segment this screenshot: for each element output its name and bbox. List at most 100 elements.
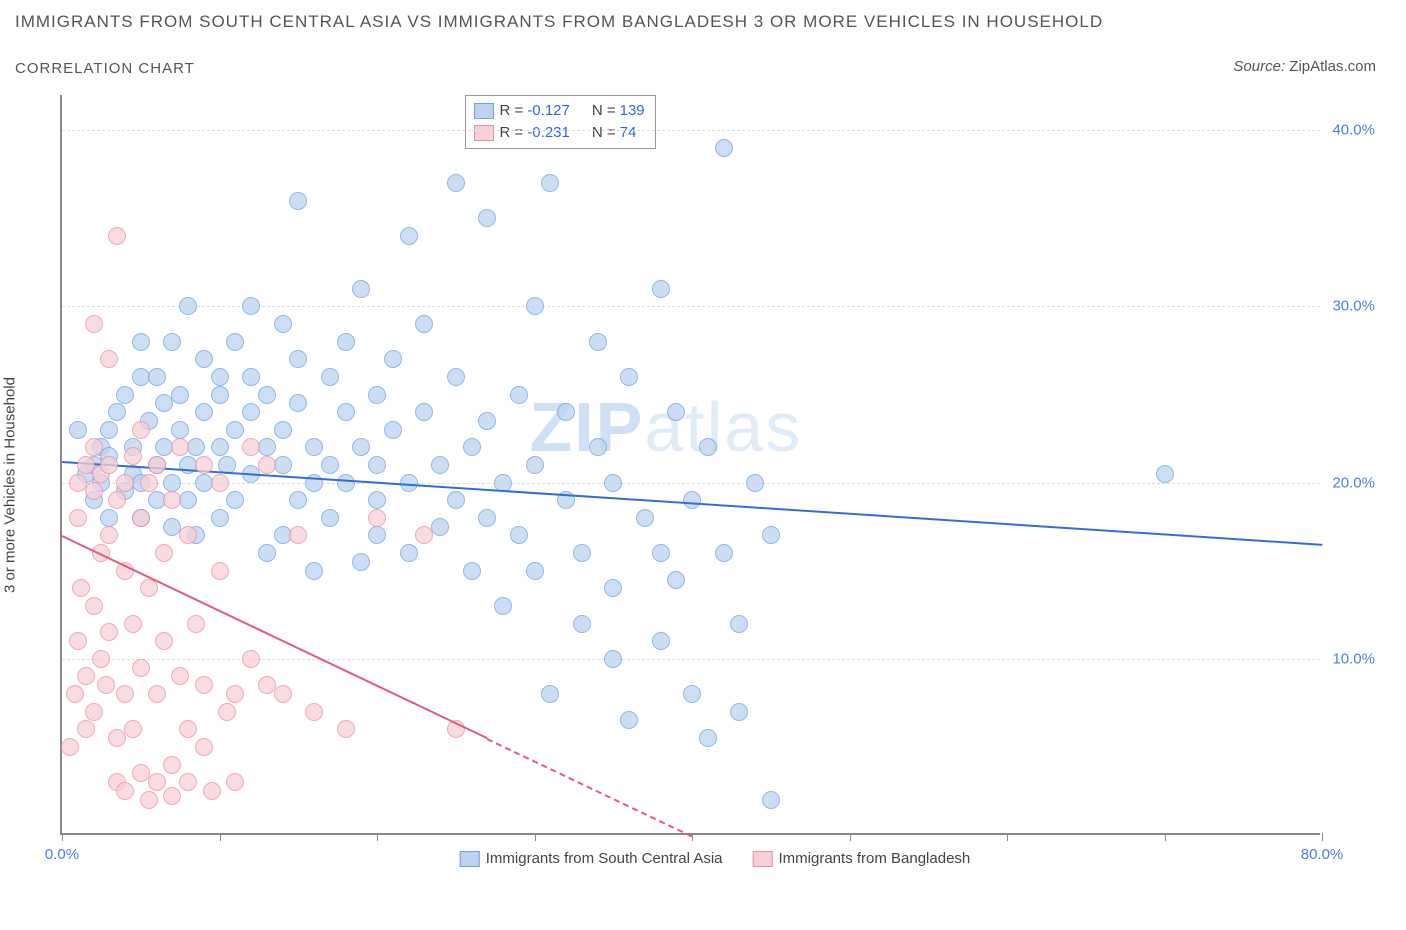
data-point bbox=[242, 438, 260, 456]
data-point bbox=[415, 315, 433, 333]
data-point bbox=[699, 729, 717, 747]
data-point bbox=[195, 456, 213, 474]
data-point bbox=[321, 368, 339, 386]
legend-swatch bbox=[460, 851, 480, 867]
data-point bbox=[132, 421, 150, 439]
trend-line bbox=[487, 738, 693, 837]
data-point bbox=[274, 456, 292, 474]
data-point bbox=[589, 333, 607, 351]
data-point bbox=[211, 438, 229, 456]
source-name: ZipAtlas.com bbox=[1289, 58, 1376, 75]
data-point bbox=[226, 773, 244, 791]
data-point bbox=[69, 421, 87, 439]
x-tick bbox=[62, 833, 63, 841]
data-point bbox=[384, 350, 402, 368]
data-point bbox=[431, 518, 449, 536]
data-point bbox=[447, 368, 465, 386]
data-point bbox=[683, 491, 701, 509]
data-point bbox=[179, 297, 197, 315]
data-point bbox=[92, 650, 110, 668]
trend-line bbox=[62, 461, 1322, 546]
data-point bbox=[242, 368, 260, 386]
legend-N-label: N = bbox=[592, 122, 616, 144]
x-tick-label: 0.0% bbox=[45, 846, 79, 863]
data-point bbox=[61, 738, 79, 756]
data-point bbox=[321, 456, 339, 474]
data-point bbox=[100, 509, 118, 527]
data-point bbox=[667, 403, 685, 421]
data-point bbox=[211, 474, 229, 492]
data-point bbox=[171, 386, 189, 404]
data-point bbox=[730, 615, 748, 633]
data-point bbox=[541, 174, 559, 192]
watermark-bold: ZIP bbox=[529, 388, 644, 466]
data-point bbox=[187, 438, 205, 456]
data-point bbox=[140, 791, 158, 809]
data-point bbox=[163, 333, 181, 351]
data-point bbox=[132, 509, 150, 527]
chart-area: 3 or more Vehicles in Household ZIPatlas… bbox=[50, 95, 1380, 875]
data-point bbox=[155, 544, 173, 562]
data-point bbox=[368, 526, 386, 544]
y-tick-label: 20.0% bbox=[1332, 474, 1375, 491]
data-point bbox=[289, 350, 307, 368]
data-point bbox=[667, 571, 685, 589]
data-point bbox=[258, 386, 276, 404]
x-tick bbox=[1322, 833, 1323, 841]
legend-swatch bbox=[474, 103, 494, 119]
legend-N-value: 139 bbox=[620, 100, 645, 122]
data-point bbox=[463, 438, 481, 456]
data-point bbox=[447, 491, 465, 509]
data-point bbox=[730, 703, 748, 721]
data-point bbox=[77, 667, 95, 685]
data-point bbox=[203, 782, 221, 800]
data-point bbox=[100, 421, 118, 439]
data-point bbox=[211, 509, 229, 527]
data-point bbox=[620, 368, 638, 386]
data-point bbox=[163, 491, 181, 509]
data-point bbox=[368, 456, 386, 474]
legend-R-value: -0.127 bbox=[527, 100, 570, 122]
chart-subtitle: CORRELATION CHART bbox=[15, 60, 195, 77]
data-point bbox=[179, 526, 197, 544]
legend-N-label: N = bbox=[592, 100, 616, 122]
data-point bbox=[415, 403, 433, 421]
data-point bbox=[85, 703, 103, 721]
data-point bbox=[541, 685, 559, 703]
data-point bbox=[140, 474, 158, 492]
data-point bbox=[258, 438, 276, 456]
data-point bbox=[77, 720, 95, 738]
data-point bbox=[620, 711, 638, 729]
data-point bbox=[400, 227, 418, 245]
data-point bbox=[415, 526, 433, 544]
data-point bbox=[116, 474, 134, 492]
data-point bbox=[163, 787, 181, 805]
data-point bbox=[226, 685, 244, 703]
data-point bbox=[289, 526, 307, 544]
data-point bbox=[108, 403, 126, 421]
data-point bbox=[187, 615, 205, 633]
data-point bbox=[69, 509, 87, 527]
data-point bbox=[447, 174, 465, 192]
data-point bbox=[124, 615, 142, 633]
x-tick bbox=[1165, 833, 1166, 841]
data-point bbox=[699, 438, 717, 456]
data-point bbox=[258, 456, 276, 474]
legend-R-label: R = bbox=[500, 100, 524, 122]
data-point bbox=[510, 386, 528, 404]
data-point bbox=[258, 544, 276, 562]
bottom-legend-item: Immigrants from South Central Asia bbox=[460, 850, 723, 867]
watermark-light: atlas bbox=[644, 388, 802, 466]
data-point bbox=[305, 562, 323, 580]
data-point bbox=[195, 350, 213, 368]
legend-swatch bbox=[474, 125, 494, 141]
data-point bbox=[274, 685, 292, 703]
data-point bbox=[155, 632, 173, 650]
data-point bbox=[478, 209, 496, 227]
legend-stats-box: R = -0.127N = 139R = -0.231N = 74 bbox=[465, 95, 656, 149]
y-tick-label: 10.0% bbox=[1332, 650, 1375, 667]
legend-N-value: 74 bbox=[620, 122, 637, 144]
data-point bbox=[463, 562, 481, 580]
data-point bbox=[179, 720, 197, 738]
data-point bbox=[226, 491, 244, 509]
